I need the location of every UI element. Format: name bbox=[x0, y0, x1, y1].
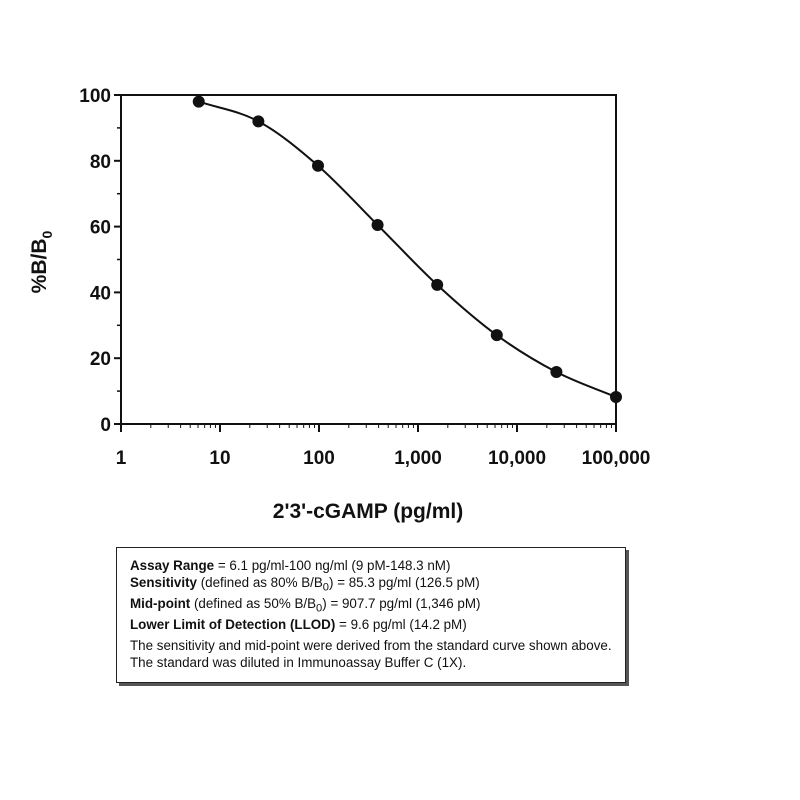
x-axis-title: 2'3'-cGAMP (pg/ml) bbox=[273, 500, 463, 523]
data-point bbox=[371, 218, 384, 231]
sensitivity-subscript: 0 bbox=[322, 581, 330, 594]
x-tick-label: 10,000 bbox=[488, 448, 546, 469]
x-tick-label: 10 bbox=[209, 448, 230, 469]
axis-ticks bbox=[114, 94, 617, 432]
y-tick-label: 20 bbox=[90, 349, 111, 370]
data-point bbox=[550, 366, 563, 379]
data-point bbox=[490, 329, 503, 342]
y-axis-title: %B/B0 bbox=[28, 230, 55, 293]
llod-label: Lower Limit of Detection (LLOD) bbox=[130, 616, 336, 632]
sensitivity-text-b: ) = 85.3 pg/ml (126.5 pM) bbox=[329, 574, 480, 590]
x-tick-label: 1 bbox=[116, 448, 127, 469]
y-tick-label: 60 bbox=[90, 218, 111, 239]
y-tick-label: 100 bbox=[79, 86, 111, 107]
tick-labels: 0 20 40 60 80 100 1 10 100 1,000 10,000 100,000 bbox=[79, 86, 650, 469]
midpoint-label: Mid-point bbox=[130, 595, 191, 611]
assay-range-line: Assay Range = 6.1 pg/ml-100 ng/ml (9 pM-… bbox=[130, 558, 613, 575]
midpoint-text-a: (defined as 50% B/B bbox=[190, 595, 317, 611]
x-tick-label: 1,000 bbox=[394, 448, 442, 469]
llod-value: = 9.6 pg/ml (14.2 pM) bbox=[335, 616, 467, 632]
y-axis-title-main: %B/B bbox=[28, 238, 51, 293]
data-point bbox=[252, 115, 265, 128]
y-tick-label: 80 bbox=[90, 152, 111, 173]
y-tick-label: 0 bbox=[100, 415, 111, 436]
midpoint-text-b: ) = 907.7 pg/ml (1,346 pM) bbox=[322, 595, 481, 611]
llod-line: Lower Limit of Detection (LLOD) = 9.6 pg… bbox=[130, 617, 613, 634]
assay-range-value: = 6.1 pg/ml-100 ng/ml (9 pM-148.3 nM) bbox=[214, 558, 451, 573]
sensitivity-line: Sensitivity (defined as 80% B/B0) = 85.3… bbox=[130, 575, 613, 596]
sensitivity-label: Sensitivity bbox=[130, 574, 197, 590]
sensitivity-text-a: (defined as 80% B/B bbox=[196, 574, 323, 590]
midpoint-subscript: 0 bbox=[316, 602, 323, 615]
standard-curve-chart: 0 20 40 60 80 100 1 10 100 1,000 10,000 100,000 2'3… bbox=[28, 86, 650, 523]
assay-info-box: Assay Range = 6.1 pg/ml-100 ng/ml (9 pM-… bbox=[116, 547, 626, 683]
data-point bbox=[311, 159, 324, 172]
midpoint-line: Mid-point (defined as 50% B/B0) = 907.7 … bbox=[130, 596, 613, 617]
data-point bbox=[192, 95, 205, 108]
y-tick-label: 40 bbox=[90, 283, 111, 304]
data-point bbox=[610, 391, 622, 404]
assay-range-label: Assay Range bbox=[130, 558, 215, 573]
fit-curve bbox=[198, 100, 617, 398]
x-tick-label: 100 bbox=[303, 448, 335, 469]
x-tick-label: 100,000 bbox=[582, 448, 651, 469]
note-text: The sensitivity and mid-point were deriv… bbox=[130, 638, 612, 670]
data-points bbox=[192, 95, 622, 404]
y-axis-title-subscript: 0 bbox=[39, 230, 55, 238]
data-point bbox=[431, 278, 444, 291]
plot-frame bbox=[120, 94, 617, 425]
